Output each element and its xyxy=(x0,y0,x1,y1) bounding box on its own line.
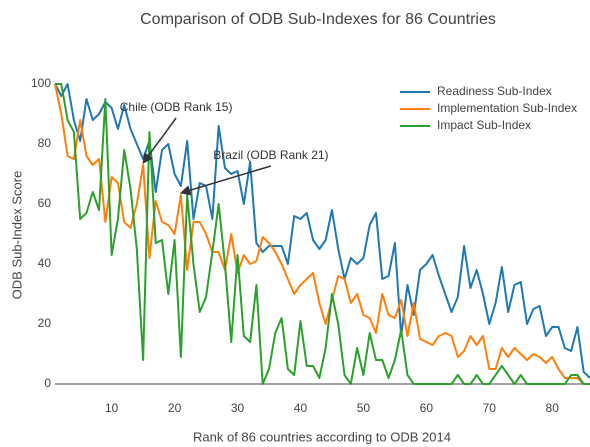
y-tick-label: 80 xyxy=(38,136,52,150)
legend-label: Impact Sub-Index xyxy=(437,118,531,132)
annotation-arrow xyxy=(142,117,177,164)
annotation-text: Brazil (ODB Rank 21) xyxy=(213,148,328,162)
x-axis-label: Rank of 86 countries according to ODB 20… xyxy=(193,429,451,444)
x-tick-label: 40 xyxy=(294,401,308,415)
y-axis-label: ODB Sub-Index Score xyxy=(9,171,24,300)
legend-label: Readiness Sub-Index xyxy=(437,84,552,98)
y-tick-label: 60 xyxy=(38,196,52,210)
series-line xyxy=(55,83,590,385)
chart-title: Comparison of ODB Sub-Indexes for 86 Cou… xyxy=(140,11,496,28)
y-tick-label: 20 xyxy=(38,316,52,330)
x-tick-label: 10 xyxy=(105,401,119,415)
x-tick-label: 60 xyxy=(420,401,434,415)
annotation-arrow xyxy=(179,165,272,196)
x-tick-label: 20 xyxy=(168,401,182,415)
y-tick-label: 40 xyxy=(38,256,52,270)
series-line xyxy=(54,83,590,385)
legend-label: Implementation Sub-Index xyxy=(437,101,577,115)
y-tick-label: 100 xyxy=(31,76,51,90)
annotation-text: Chile (ODB Rank 15) xyxy=(120,100,233,114)
x-tick-label: 50 xyxy=(357,401,371,415)
x-tick-label: 30 xyxy=(231,401,245,415)
x-tick-label: 80 xyxy=(546,401,560,415)
x-tick-label: 70 xyxy=(483,401,497,415)
y-tick-label: 0 xyxy=(44,376,51,390)
